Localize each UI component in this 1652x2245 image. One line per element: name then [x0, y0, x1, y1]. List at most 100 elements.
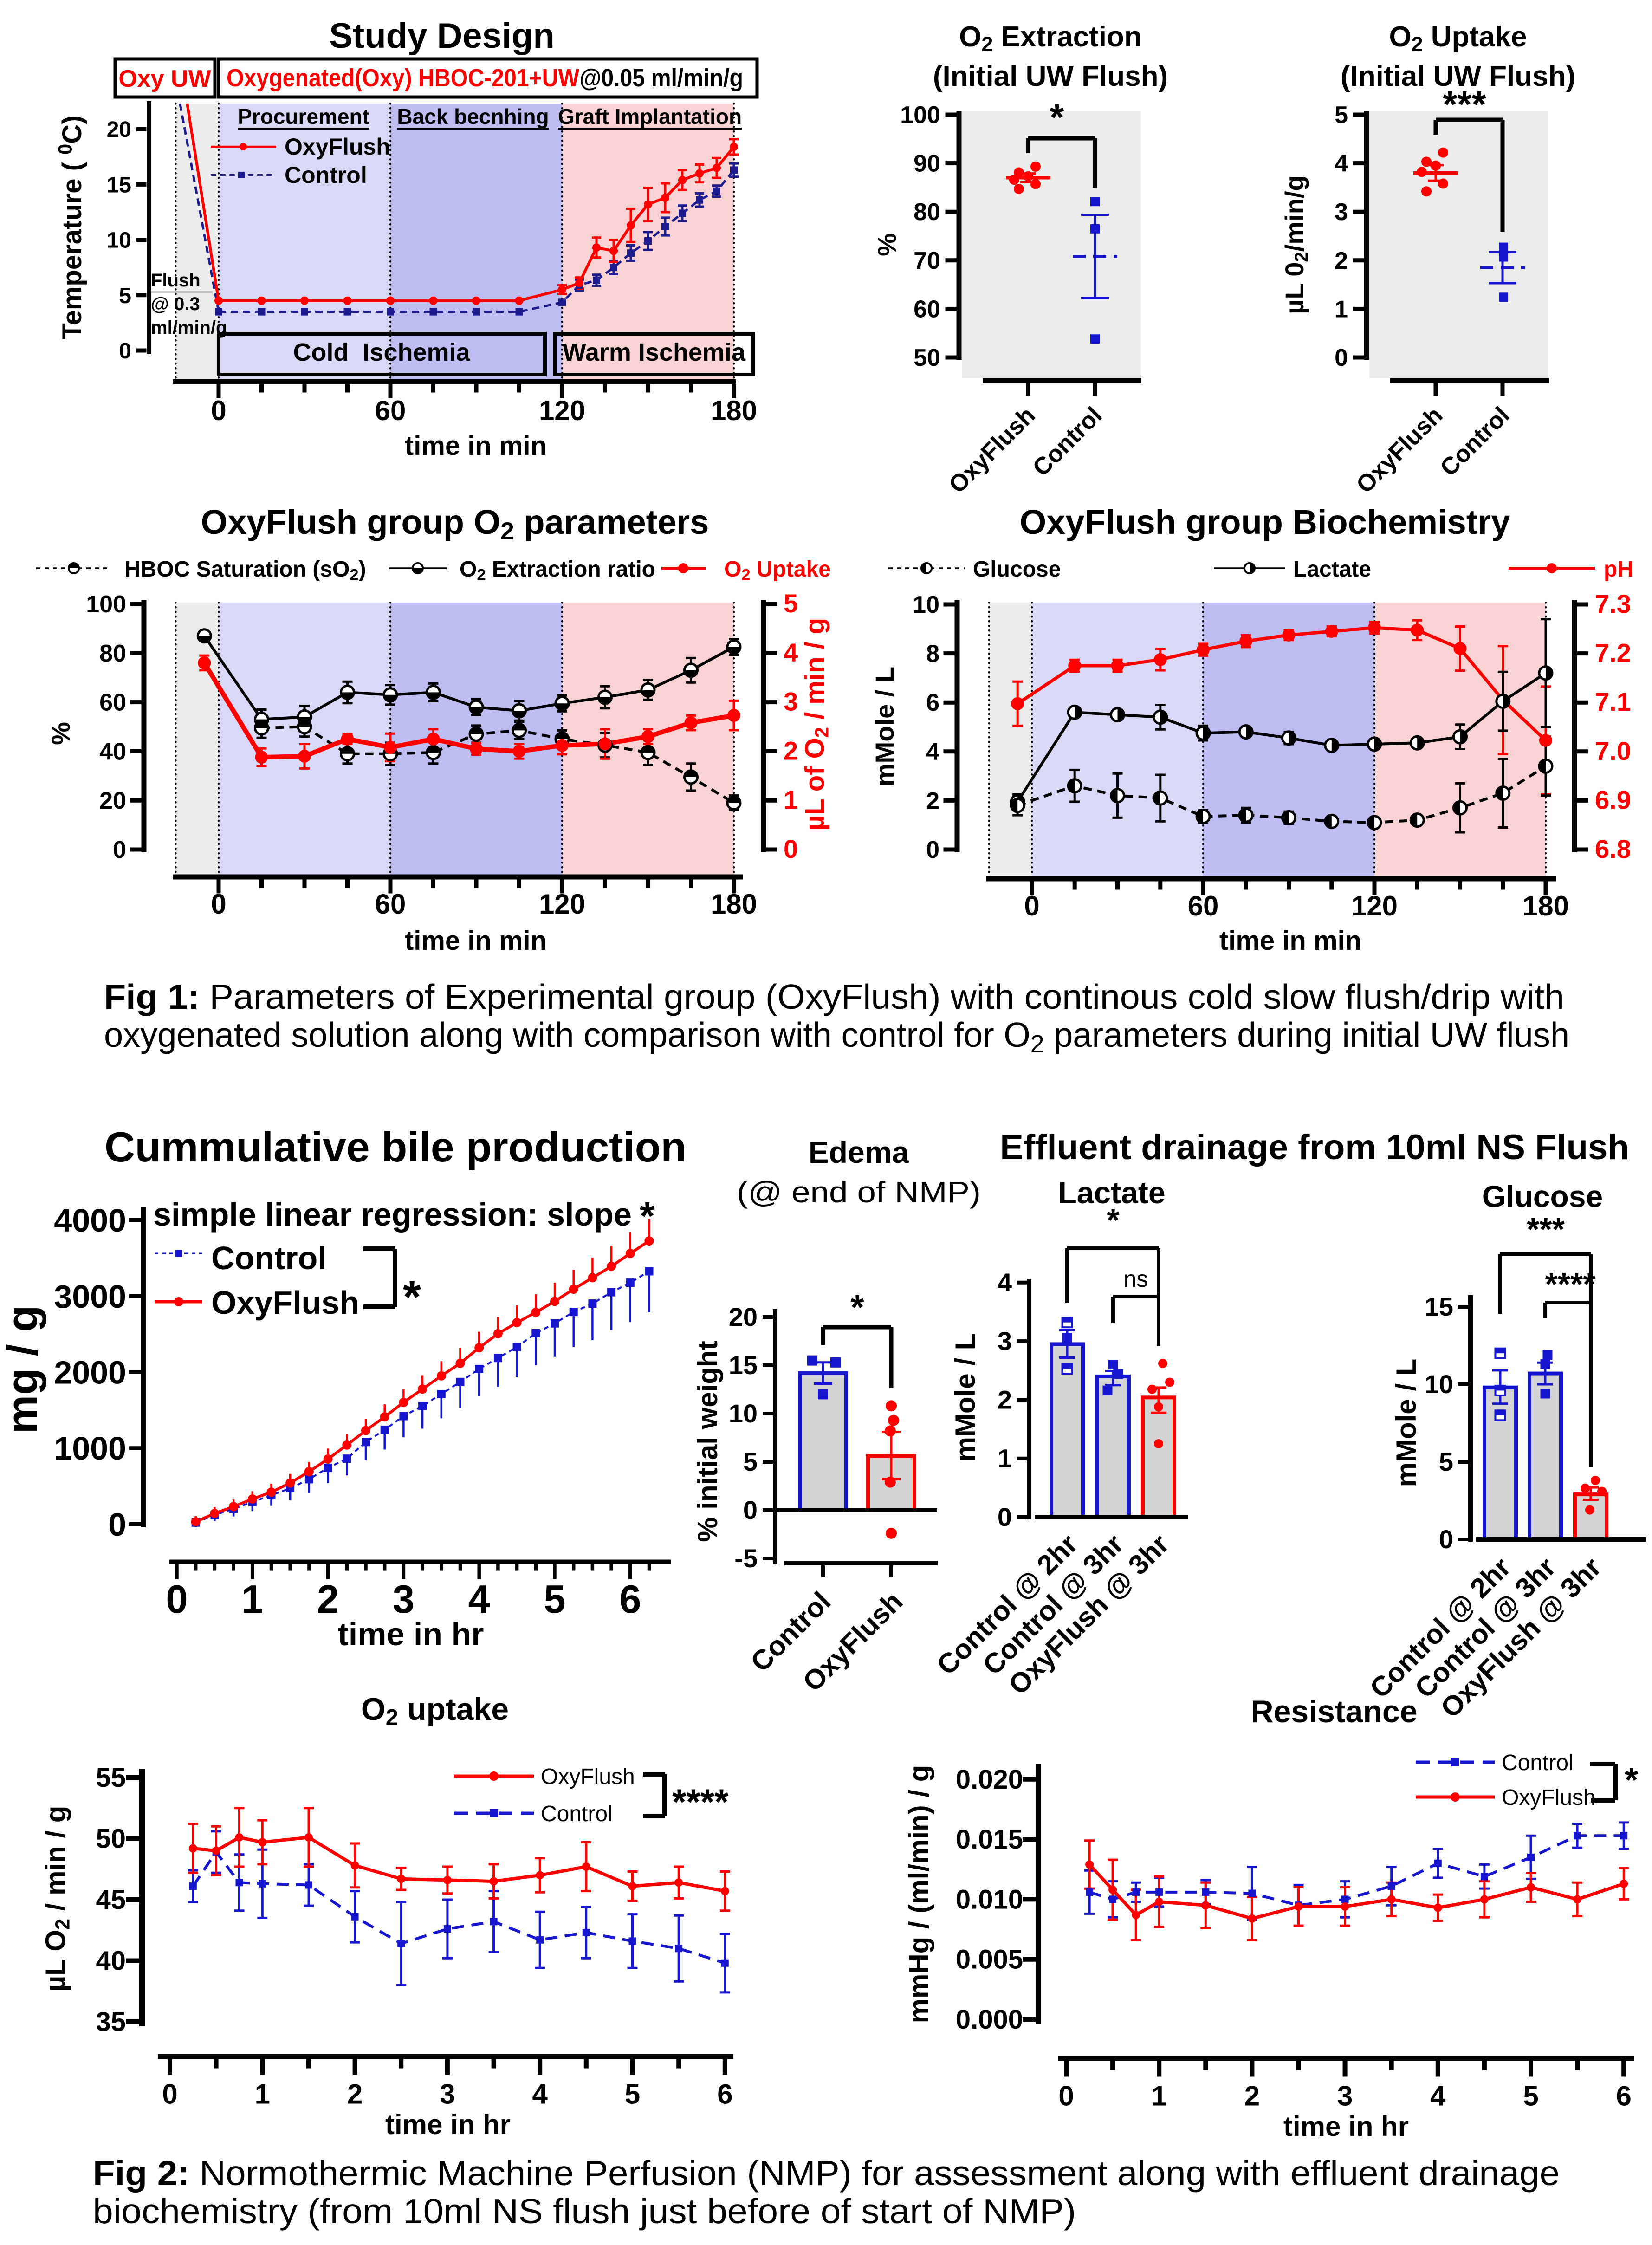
svg-text:*: *	[403, 1271, 421, 1323]
svg-text:6: 6	[926, 689, 939, 716]
svg-text:2: 2	[784, 736, 798, 765]
svg-text:5: 5	[119, 284, 131, 308]
svg-text:****: ****	[1545, 1266, 1596, 1302]
svg-text:*: *	[1107, 1202, 1120, 1238]
svg-text:8: 8	[926, 641, 939, 668]
svg-text:Warm Ischemia: Warm Ischemia	[563, 338, 746, 366]
svg-text:3000: 3000	[54, 1278, 126, 1315]
svg-text:0: 0	[211, 395, 226, 426]
svg-text:(Initial UW Flush): (Initial UW Flush)	[1341, 60, 1575, 92]
svg-text:70: 70	[913, 247, 940, 274]
svg-text:µL of O2​ / min / g: µL of O2​ / min / g	[800, 618, 832, 831]
svg-text:µL O2​ / min / g: µL O2​ / min / g	[40, 1806, 74, 1992]
svg-text:Cold Ischemia: Cold Ischemia	[293, 338, 470, 366]
svg-text:60: 60	[99, 689, 126, 716]
svg-text:OxyFlush: OxyFlush	[285, 134, 390, 160]
svg-text:60: 60	[375, 395, 406, 426]
svg-text:4: 4	[532, 2079, 548, 2110]
svg-text:Procurement: Procurement	[238, 104, 369, 129]
svg-text:2: 2	[317, 1577, 339, 1622]
svg-text:3: 3	[393, 1577, 415, 1622]
svg-text:120: 120	[1351, 890, 1398, 921]
svg-text:5: 5	[1523, 2081, 1538, 2112]
svg-text:10: 10	[107, 228, 131, 253]
svg-text:Oxy UW: Oxy UW	[118, 65, 211, 92]
svg-text:1: 1	[998, 1444, 1012, 1473]
svg-text:mg / g: mg / g	[0, 1305, 46, 1434]
svg-text:pH: pH	[1604, 557, 1633, 582]
svg-text:mMole / L: mMole / L	[870, 667, 899, 786]
svg-text:20: 20	[729, 1302, 758, 1331]
svg-text:O2​ Extraction ratio: O2​ Extraction ratio	[460, 557, 655, 584]
svg-text:(Initial UW Flush): (Initial UW Flush)	[933, 60, 1168, 92]
svg-text:Cummulative bile production: Cummulative bile production	[104, 1124, 687, 1171]
svg-text:4: 4	[784, 638, 798, 667]
svg-text:10: 10	[1425, 1369, 1453, 1399]
svg-text:4000: 4000	[54, 1202, 126, 1239]
svg-text:*: *	[1050, 97, 1064, 138]
svg-text:100: 100	[86, 591, 126, 618]
svg-text:Control: Control	[541, 1802, 613, 1826]
svg-text:OxyFlush: OxyFlush	[541, 1765, 635, 1789]
svg-text:OxyFlush: OxyFlush	[1502, 1785, 1596, 1810]
svg-text:90: 90	[913, 150, 940, 177]
svg-text:0: 0	[119, 339, 131, 363]
svg-text:7.2: 7.2	[1595, 638, 1631, 668]
svg-text:0: 0	[743, 1495, 758, 1525]
svg-text:5: 5	[625, 2079, 640, 2110]
svg-text:45: 45	[96, 1885, 126, 1915]
svg-text:Edema: Edema	[809, 1135, 910, 1169]
svg-text:0: 0	[926, 837, 939, 863]
svg-text:5: 5	[784, 589, 798, 618]
svg-text:2000: 2000	[54, 1355, 126, 1391]
svg-text:Effluent drainage from 10ml NS: Effluent drainage from 10ml NS Flush	[1000, 1128, 1629, 1167]
svg-text:0: 0	[1058, 2081, 1074, 2112]
svg-text:80: 80	[913, 199, 940, 226]
svg-text:Glucose: Glucose	[973, 557, 1061, 582]
svg-text:20: 20	[99, 787, 126, 814]
svg-text:0: 0	[162, 2079, 177, 2110]
svg-text:(@ end of NMP): (@ end of NMP)	[737, 1175, 981, 1209]
svg-text:mmHg / (ml/min) / g: mmHg / (ml/min) / g	[903, 1765, 934, 2024]
svg-text:OxyFlush: OxyFlush	[211, 1285, 359, 1321]
svg-text:0.020: 0.020	[956, 1765, 1023, 1795]
svg-text:0: 0	[113, 837, 126, 863]
svg-text:@ 0.3: @ 0.3	[151, 294, 200, 314]
svg-text:2: 2	[998, 1385, 1012, 1414]
svg-text:2: 2	[926, 787, 939, 814]
svg-text:Control: Control	[211, 1240, 327, 1276]
svg-text:O2​ uptake: O2​ uptake	[361, 1692, 509, 1730]
svg-text:5: 5	[1439, 1447, 1453, 1476]
svg-text:-5: -5	[734, 1544, 758, 1573]
svg-text:4: 4	[1430, 2081, 1446, 2112]
svg-text:time in hr: time in hr	[385, 2109, 511, 2140]
svg-text:biochemistry (from 10ml NS flu: biochemistry (from 10ml NS flush just be…	[93, 2192, 1076, 2231]
svg-text:5: 5	[544, 1577, 565, 1622]
svg-text:1: 1	[784, 785, 798, 814]
svg-text:time in hr: time in hr	[1283, 2111, 1409, 2142]
svg-text:2: 2	[1244, 2081, 1260, 2112]
svg-text:***: ***	[1527, 1211, 1565, 1247]
svg-text:mMole / L: mMole / L	[950, 1333, 981, 1462]
svg-text:60: 60	[913, 296, 940, 323]
svg-text:50: 50	[913, 344, 940, 371]
svg-text:180: 180	[711, 395, 757, 426]
svg-text:100: 100	[900, 102, 940, 129]
svg-text:0.005: 0.005	[956, 1945, 1023, 1975]
svg-text:OxyFlush group Biochemistry: OxyFlush group Biochemistry	[1020, 503, 1510, 541]
svg-text:% initial weight: % initial weight	[692, 1341, 723, 1542]
svg-text:7.1: 7.1	[1595, 687, 1631, 716]
svg-text:Graft Implantation: Graft Implantation	[558, 104, 742, 129]
svg-text:Oxygenated(Oxy) HBOC-201+UW@0.: Oxygenated(Oxy) HBOC-201+UW@0.05 ml/min/…	[227, 64, 743, 92]
svg-text:10: 10	[913, 591, 939, 618]
svg-text:%: %	[46, 722, 75, 745]
svg-text:time in min: time in min	[1219, 926, 1361, 956]
svg-text:5: 5	[1335, 102, 1348, 129]
svg-text:0: 0	[211, 889, 226, 920]
svg-text:55: 55	[96, 1763, 126, 1793]
svg-text:40: 40	[99, 738, 126, 765]
svg-text:50: 50	[96, 1824, 126, 1854]
svg-text:0: 0	[166, 1577, 188, 1622]
svg-text:6: 6	[1616, 2081, 1632, 2112]
svg-text:4: 4	[1335, 150, 1348, 177]
